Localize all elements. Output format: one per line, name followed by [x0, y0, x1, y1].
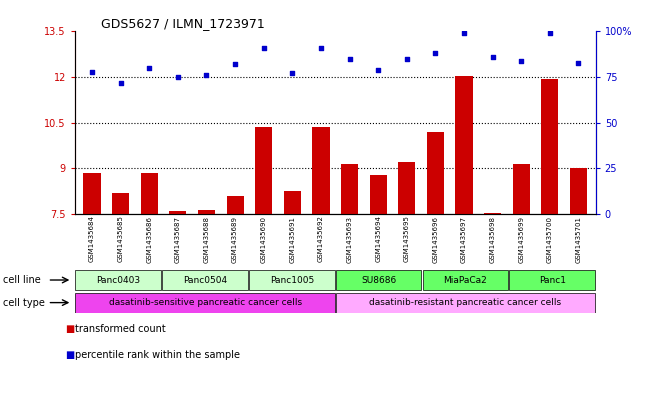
- Bar: [336, 270, 421, 290]
- Bar: [541, 79, 559, 214]
- Point: [516, 57, 527, 64]
- Bar: [341, 164, 358, 214]
- Text: MiaPaCa2: MiaPaCa2: [443, 275, 488, 285]
- Point: [173, 74, 183, 80]
- Bar: [484, 213, 501, 214]
- Point: [258, 45, 269, 51]
- Point: [373, 67, 383, 73]
- Text: ■: ■: [65, 324, 74, 334]
- Point: [201, 72, 212, 79]
- Bar: [510, 270, 595, 290]
- Point: [459, 30, 469, 37]
- Point: [287, 70, 298, 77]
- Bar: [312, 127, 329, 214]
- Bar: [162, 270, 248, 290]
- Bar: [249, 270, 335, 290]
- Point: [144, 65, 154, 71]
- Bar: [284, 191, 301, 214]
- Point: [430, 50, 441, 57]
- Point: [316, 45, 326, 51]
- Text: GDS5627 / ILMN_1723971: GDS5627 / ILMN_1723971: [101, 17, 265, 30]
- Bar: [227, 196, 243, 214]
- Text: Panc1: Panc1: [539, 275, 566, 285]
- Point: [488, 54, 498, 60]
- Point: [402, 56, 412, 62]
- Bar: [570, 169, 587, 214]
- Bar: [427, 132, 444, 214]
- Text: cell line: cell line: [3, 275, 41, 285]
- Text: dasatinib-resistant pancreatic cancer cells: dasatinib-resistant pancreatic cancer ce…: [369, 298, 562, 307]
- Bar: [255, 127, 272, 214]
- Point: [545, 30, 555, 37]
- Point: [344, 56, 355, 62]
- Point: [230, 61, 240, 68]
- Text: Panc1005: Panc1005: [270, 275, 314, 285]
- Point: [87, 68, 97, 75]
- Bar: [141, 173, 158, 214]
- Text: Panc0403: Panc0403: [96, 275, 141, 285]
- Bar: [76, 270, 161, 290]
- Text: transformed count: transformed count: [75, 324, 165, 334]
- Bar: [169, 211, 186, 214]
- Bar: [83, 173, 101, 214]
- Bar: [513, 164, 530, 214]
- Text: cell type: cell type: [3, 298, 45, 308]
- Text: SU8686: SU8686: [361, 275, 396, 285]
- Text: percentile rank within the sample: percentile rank within the sample: [75, 350, 240, 360]
- Bar: [456, 75, 473, 214]
- Text: ■: ■: [65, 350, 74, 360]
- Bar: [112, 193, 130, 214]
- Point: [574, 59, 584, 66]
- Bar: [398, 162, 415, 214]
- Bar: [198, 209, 215, 214]
- Bar: [422, 270, 508, 290]
- Bar: [76, 293, 335, 312]
- Text: dasatinib-sensitive pancreatic cancer cells: dasatinib-sensitive pancreatic cancer ce…: [109, 298, 301, 307]
- Point: [115, 79, 126, 86]
- Bar: [370, 174, 387, 214]
- Bar: [336, 293, 595, 312]
- Text: Panc0504: Panc0504: [183, 275, 227, 285]
